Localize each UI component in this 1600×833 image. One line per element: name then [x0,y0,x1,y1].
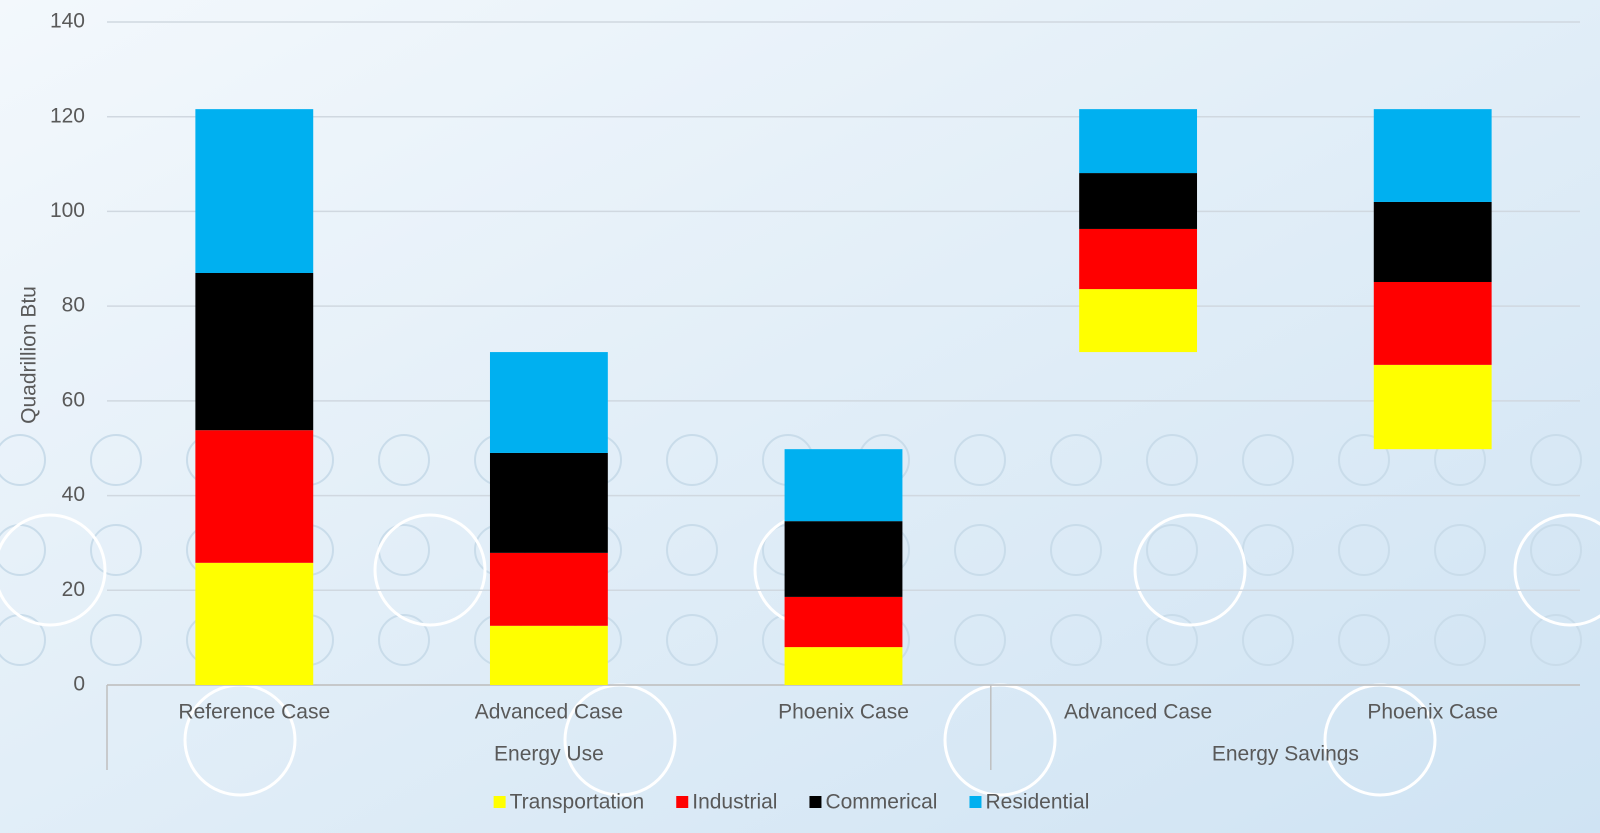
bar-segment [784,521,903,597]
y-tick-label: 120 [50,104,85,127]
decor-circle [378,434,430,486]
bar-segment [195,430,314,563]
bar-segment [1373,201,1492,282]
y-tick-label: 100 [50,199,85,222]
bar-segment [195,562,314,685]
bar-segment [1079,173,1198,229]
y-tick-label: 140 [50,10,85,33]
bar-segment [1079,228,1198,290]
x-tick-label: Advanced Case [1064,701,1212,724]
decor-circle [954,524,1006,576]
decor-circle [1530,524,1582,576]
y-tick-label: 20 [62,578,85,601]
decor-circle [1434,614,1486,666]
decor-circle [1050,434,1102,486]
bar-segment [784,647,903,685]
legend-swatch [969,796,982,808]
decor-circle [0,434,46,486]
decor-circle [954,434,1006,486]
decor-circle [1146,614,1198,666]
decor-circle [1530,614,1582,666]
decor-circle [1530,434,1582,486]
decor-circle [1338,614,1390,666]
decor-circle [954,614,1006,666]
group-label: Energy Use [494,743,604,766]
y-axis-label: Quadrillion Btu [18,286,41,424]
decor-circle [1146,524,1198,576]
decor-circle [373,513,487,627]
legend: Transportation Industrial Commerical Reside… [493,791,1089,814]
y-tick-label: 40 [62,483,85,506]
decor-circle [666,524,718,576]
decor-circle [1050,524,1102,576]
x-tick-label: Reference Case [178,701,330,724]
decor-circle [1242,434,1294,486]
y-tick-label: 80 [62,294,85,317]
decor-circle [1513,513,1600,627]
bar-segment [489,352,608,453]
decor-circle [666,434,718,486]
x-tick-label: Phoenix Case [1367,701,1498,724]
decor-circle [1242,614,1294,666]
bar-segment [195,272,314,431]
decor-circle [378,614,430,666]
y-tick-label: 0 [73,673,85,696]
bar-segment [784,596,903,648]
x-tick-label: Advanced Case [475,701,623,724]
decor-circle [1050,614,1102,666]
bar-segment [489,452,608,553]
decor-circle [1338,434,1390,486]
y-tick-label: 60 [62,388,85,411]
decor-circle [90,524,142,576]
decor-circle [666,614,718,666]
decor-circle [90,434,142,486]
legend-label: Transportation [510,791,645,814]
group-label: Energy Savings [1212,743,1359,766]
bar-segment [1079,289,1198,353]
x-tick-label: Phoenix Case [778,701,909,724]
legend-swatch [676,796,689,808]
decor-circle [1434,524,1486,576]
bar-segment [1373,364,1492,450]
decor-circle [1338,524,1390,576]
legend-label: Residential [985,791,1089,814]
bar-segment [1079,109,1198,174]
legend-label: Commerical [825,791,937,814]
decor-circle [0,513,107,627]
legend-swatch [493,796,506,808]
bar-segment [489,625,608,685]
bar-segment [1373,109,1492,202]
legend-label: Industrial [692,791,777,814]
decor-circle [1133,513,1247,627]
bar-segment [1373,281,1492,365]
bar-segment [784,449,903,522]
decor-circle [1242,524,1294,576]
legend-swatch [809,796,822,808]
decor-circle [1146,434,1198,486]
bar-segment [195,109,314,273]
decor-circle [90,614,142,666]
bar-segment [489,552,608,626]
